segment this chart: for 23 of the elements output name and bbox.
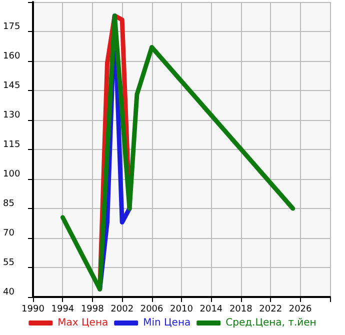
y-tick-label: 145 bbox=[3, 81, 20, 91]
x-tick-label: 2006 bbox=[140, 304, 164, 314]
x-tick-label: 2014 bbox=[200, 304, 223, 314]
y-tick-label: 160 bbox=[3, 52, 20, 62]
x-tick-label: 1990 bbox=[22, 304, 45, 314]
legend-label: Min Цена bbox=[143, 318, 191, 328]
x-tick-label: 2002 bbox=[110, 304, 134, 314]
x-tick-label: 2022 bbox=[259, 304, 282, 314]
y-tick-label: 40 bbox=[3, 288, 15, 298]
x-tick-label: 1994 bbox=[51, 304, 74, 314]
y-tick-label: 85 bbox=[3, 199, 14, 209]
x-tick-label: 2010 bbox=[170, 304, 194, 314]
y-tick-label: 100 bbox=[3, 170, 20, 180]
legend-label: Сред.Цена, т.йен bbox=[226, 318, 316, 328]
y-tick-label: 70 bbox=[3, 228, 15, 238]
y-tick-label: 175 bbox=[3, 22, 20, 32]
y-tick-label: 130 bbox=[3, 110, 20, 120]
legend-label: Max Цена bbox=[58, 318, 108, 328]
x-tick-label: 1998 bbox=[80, 304, 104, 314]
x-tick-label: 2026 bbox=[288, 304, 312, 314]
y-tick-label: 55 bbox=[3, 258, 14, 268]
y-tick-label: 115 bbox=[3, 140, 20, 150]
x-tick-label: 2018 bbox=[229, 304, 253, 314]
